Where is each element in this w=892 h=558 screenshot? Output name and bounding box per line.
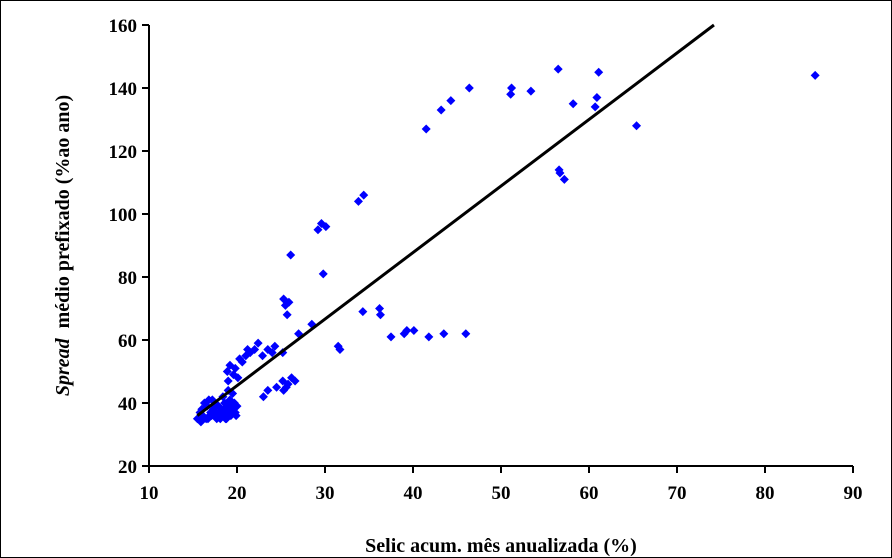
data-point: [402, 326, 412, 336]
data-point: [221, 414, 231, 424]
data-point: [223, 376, 233, 386]
data-point: [507, 83, 517, 93]
data-point: [409, 326, 419, 336]
data-point: [358, 307, 368, 317]
x-tick-label: 80: [756, 483, 775, 504]
data-point: [386, 332, 396, 342]
data-point: [321, 222, 331, 232]
data-point: [209, 411, 219, 421]
data-point: [590, 102, 600, 112]
data-point: [253, 338, 263, 348]
data-point: [559, 174, 569, 184]
data-point: [553, 64, 563, 74]
data-point: [227, 404, 237, 414]
y-tick-label: 20: [118, 457, 137, 478]
data-point: [318, 269, 328, 279]
x-ticks: 10 20 30 40 50 60 70 80 90: [140, 466, 863, 504]
data-point: [424, 332, 434, 342]
data-point: [283, 379, 293, 389]
data-point: [286, 250, 296, 260]
data-point: [203, 414, 213, 424]
data-point: [270, 341, 280, 351]
data-point: [284, 297, 294, 307]
data-point: [215, 414, 225, 424]
data-point: [439, 329, 449, 339]
data-point: [632, 121, 642, 131]
y-tick-label: 40: [118, 394, 137, 415]
data-point: [237, 357, 247, 367]
data-point: [233, 373, 243, 383]
data-point: [810, 70, 820, 80]
y-tick-label: 100: [109, 205, 138, 226]
data-point: [421, 124, 431, 134]
data-point: [555, 168, 565, 178]
x-tick-label: 30: [316, 483, 335, 504]
x-tick-label: 70: [668, 483, 687, 504]
data-point: [282, 310, 292, 320]
y-axis-title-rest: médio prefixado (%ao ano): [52, 95, 74, 339]
x-tick-label: 20: [228, 483, 247, 504]
data-point: [506, 89, 516, 99]
data-points: [192, 64, 820, 427]
data-point: [272, 382, 282, 392]
data-point: [230, 363, 240, 373]
data-point: [196, 417, 206, 427]
axes: [148, 25, 853, 467]
y-ticks: 20 40 60 80 100 120 140 160: [109, 16, 149, 478]
x-tick-label: 40: [404, 483, 423, 504]
data-point: [313, 225, 323, 235]
x-tick-label: 90: [844, 483, 863, 504]
data-point: [290, 376, 300, 386]
y-axis-title-italic: Spread: [52, 337, 74, 396]
y-tick-label: 140: [109, 79, 138, 100]
trendline: [196, 23, 715, 417]
data-point: [446, 96, 456, 106]
y-tick-label: 160: [109, 16, 138, 37]
data-point: [526, 86, 536, 96]
data-point: [464, 83, 474, 93]
data-point: [359, 190, 369, 200]
data-point: [375, 310, 385, 320]
x-tick-label: 50: [492, 483, 511, 504]
data-point: [592, 92, 602, 102]
data-point: [250, 344, 260, 354]
data-point: [258, 392, 268, 402]
x-tick-label: 60: [580, 483, 599, 504]
data-point: [568, 99, 578, 109]
y-tick-label: 80: [118, 268, 137, 289]
x-tick-label: 10: [140, 483, 159, 504]
data-point: [461, 329, 471, 339]
data-point: [594, 67, 604, 77]
data-point: [353, 196, 363, 206]
data-point: [258, 351, 268, 361]
data-point: [375, 304, 385, 313]
x-axis-title: Selic acum. mês anualizada (%): [365, 535, 637, 557]
y-tick-label: 120: [109, 142, 138, 163]
y-axis-title: Spread médio prefixado (%ao ano): [52, 95, 74, 396]
data-point: [231, 411, 241, 421]
y-tick-label: 60: [118, 331, 137, 352]
data-point: [335, 344, 345, 354]
data-point: [263, 385, 273, 395]
data-point: [436, 105, 446, 115]
